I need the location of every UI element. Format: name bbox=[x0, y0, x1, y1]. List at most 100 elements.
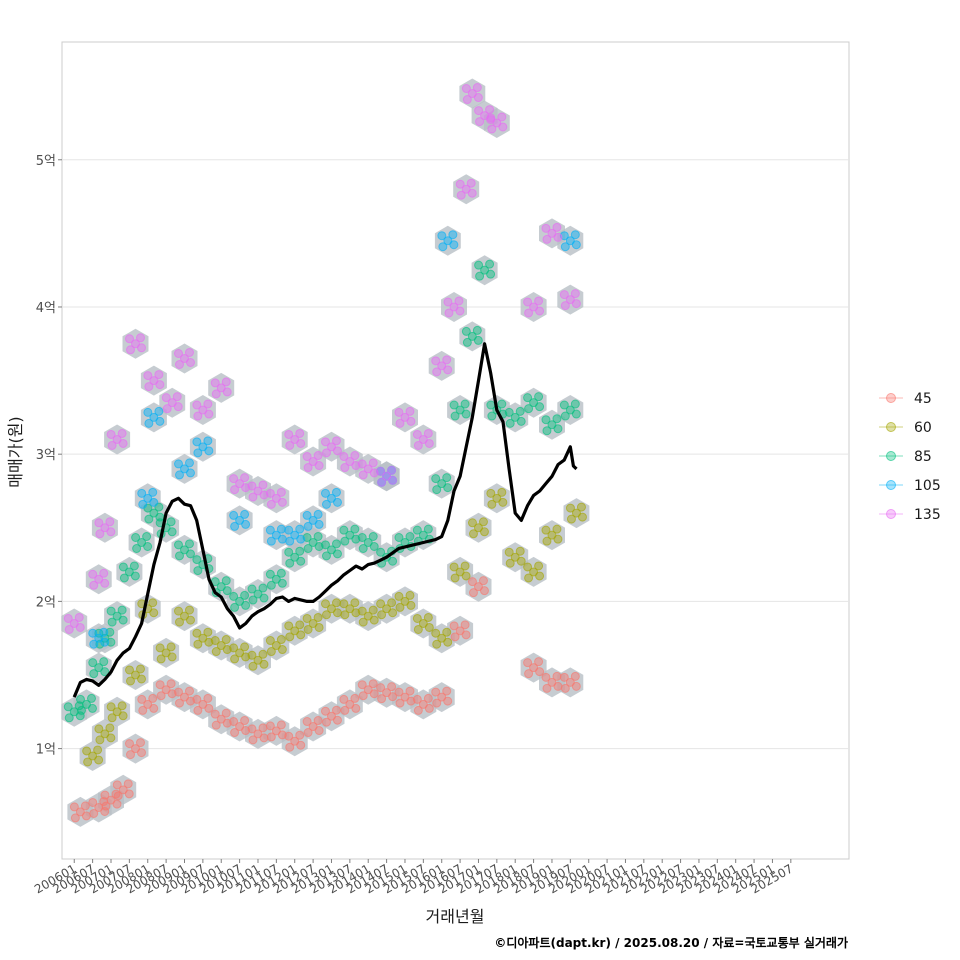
legend-label-45: 45 bbox=[914, 391, 932, 407]
point-60-34-1 bbox=[192, 628, 202, 638]
point-45-14-2 bbox=[314, 726, 324, 736]
point-60-43-2 bbox=[369, 615, 379, 625]
point-135-112-2 bbox=[277, 497, 287, 507]
point-45-8-4 bbox=[203, 693, 213, 703]
point-105-93-4 bbox=[276, 524, 286, 534]
point-105-87-3 bbox=[89, 639, 99, 649]
point-135-126-3 bbox=[487, 124, 497, 134]
point-60-32-4 bbox=[166, 642, 176, 652]
point-135-128-4 bbox=[552, 222, 562, 232]
point-135-100-2 bbox=[75, 622, 85, 632]
point-60-39-4 bbox=[295, 620, 305, 630]
hexbin-52 bbox=[520, 556, 547, 587]
point-135-115-1 bbox=[320, 437, 330, 447]
point-60-45-2 bbox=[406, 600, 416, 610]
point-85-57-4 bbox=[99, 657, 109, 667]
point-45-5-3 bbox=[138, 705, 148, 715]
point-135-115-4 bbox=[331, 436, 341, 446]
point-60-45-1 bbox=[394, 591, 404, 601]
point-45-4-2 bbox=[136, 748, 146, 758]
point-60-52-1 bbox=[523, 562, 533, 572]
point-105-87-4 bbox=[99, 627, 109, 637]
point-45-22-1 bbox=[449, 621, 459, 631]
point-135-118-2 bbox=[388, 475, 398, 485]
point-135-106-1 bbox=[161, 393, 171, 403]
point-85-58-4 bbox=[105, 627, 115, 637]
point-105-88-1 bbox=[137, 488, 147, 498]
point-135-122-2 bbox=[455, 306, 465, 316]
point-135-128-1 bbox=[541, 223, 551, 233]
point-60-53-3 bbox=[542, 536, 552, 546]
point-45-16-3 bbox=[340, 705, 350, 715]
point-85-65-3 bbox=[193, 566, 203, 576]
point-60-53-1 bbox=[541, 525, 551, 535]
point-85-79-2 bbox=[461, 409, 471, 419]
point-135-129-4 bbox=[570, 289, 580, 299]
point-135-110-4 bbox=[240, 473, 250, 483]
hexbin-60 bbox=[116, 556, 143, 587]
point-85-71-3 bbox=[303, 544, 313, 554]
y-tick-label-1: 2억 bbox=[36, 595, 56, 610]
point-85-78-4 bbox=[442, 473, 452, 483]
point-60-42-3 bbox=[340, 610, 350, 620]
scatter-points bbox=[63, 83, 587, 823]
hexbin-57 bbox=[85, 652, 112, 683]
point-45-18-1 bbox=[376, 683, 386, 693]
point-135-127-1 bbox=[523, 297, 533, 307]
point-45-2-3 bbox=[101, 801, 111, 811]
point-60-27-1 bbox=[82, 746, 92, 756]
point-85-78-1 bbox=[431, 474, 441, 484]
point-45-10-3 bbox=[230, 728, 240, 738]
point-45-6-4 bbox=[166, 679, 176, 689]
point-60-48-3 bbox=[450, 573, 460, 583]
point-45-4-3 bbox=[125, 750, 135, 760]
point-60-51-1 bbox=[504, 547, 514, 557]
point-60-29-3 bbox=[107, 713, 117, 723]
point-45-2-2 bbox=[112, 799, 122, 809]
point-85-56-1 bbox=[75, 694, 85, 704]
point-45-13-2 bbox=[296, 740, 306, 750]
point-105-98-4 bbox=[448, 230, 458, 240]
point-85-69-2 bbox=[277, 578, 287, 588]
point-60-53-4 bbox=[552, 524, 562, 534]
x-axis: 2006012006072007012007072008012008072009… bbox=[32, 859, 795, 897]
hexbin-48 bbox=[447, 556, 474, 587]
point-45-0-3 bbox=[70, 813, 80, 823]
hexbin-50 bbox=[483, 483, 510, 514]
point-85-73-3 bbox=[340, 536, 350, 546]
point-105-96-1 bbox=[320, 488, 330, 498]
y-tick-label-4: 5억 bbox=[36, 154, 56, 169]
hexbin-78 bbox=[428, 468, 455, 499]
point-135-109-3 bbox=[211, 389, 221, 399]
point-85-60-2 bbox=[130, 571, 140, 581]
point-60-45-4 bbox=[405, 590, 415, 600]
point-135-104-2 bbox=[136, 343, 146, 353]
point-85-71-4 bbox=[313, 532, 323, 542]
point-135-122-3 bbox=[444, 308, 454, 318]
point-135-122-4 bbox=[454, 296, 464, 306]
point-45-17-3 bbox=[358, 691, 368, 701]
point-60-45-3 bbox=[395, 602, 405, 612]
point-135-107-1 bbox=[173, 348, 183, 358]
point-105-87-1 bbox=[88, 628, 98, 638]
point-45-17-4 bbox=[368, 679, 378, 689]
point-60-34-3 bbox=[193, 639, 203, 649]
point-105-88-3 bbox=[138, 499, 148, 509]
point-85-79-3 bbox=[450, 411, 460, 421]
point-45-17-1 bbox=[357, 680, 367, 690]
point-60-49-3 bbox=[468, 529, 478, 539]
point-60-30-1 bbox=[124, 665, 134, 675]
point-85-85-4 bbox=[552, 414, 562, 424]
hexbin-92 bbox=[226, 505, 253, 536]
point-45-3-2 bbox=[124, 789, 134, 799]
point-135-123-1 bbox=[455, 179, 465, 189]
point-45-20-4 bbox=[423, 693, 433, 703]
point-135-129-3 bbox=[560, 301, 570, 311]
point-45-12-4 bbox=[276, 720, 286, 730]
point-105-98-2 bbox=[449, 240, 459, 250]
point-45-22-3 bbox=[450, 632, 460, 642]
point-45-5-1 bbox=[137, 694, 147, 704]
point-85-63-4 bbox=[166, 517, 176, 527]
point-60-46-2 bbox=[424, 622, 434, 632]
